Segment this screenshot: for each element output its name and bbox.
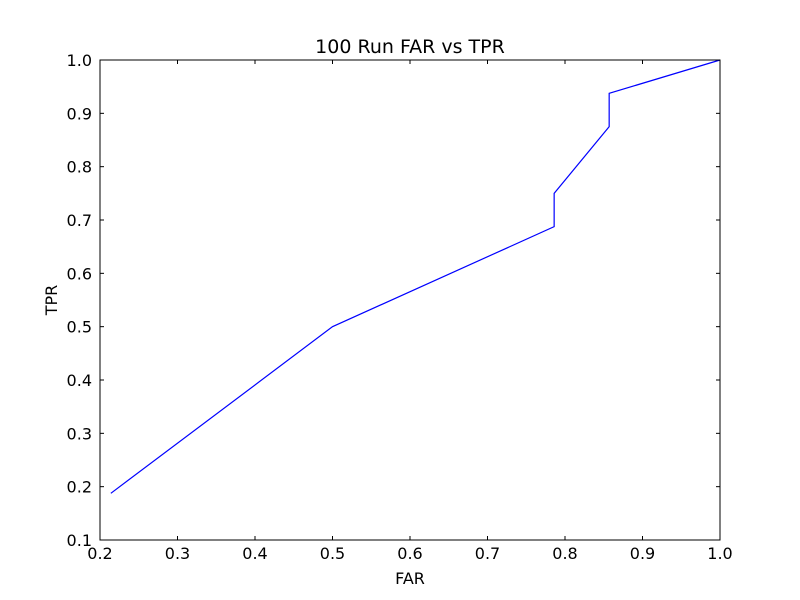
x-tick-label: 0.3 bbox=[165, 544, 190, 563]
y-tick-label: 1.0 bbox=[67, 51, 92, 70]
x-tick-label: 0.9 bbox=[630, 544, 655, 563]
plot-area bbox=[110, 59, 721, 494]
x-tick-label: 0.8 bbox=[552, 544, 577, 563]
y-tick-label: 0.4 bbox=[67, 371, 92, 390]
plot-frame bbox=[99, 59, 721, 541]
y-tick-label: 0.1 bbox=[67, 531, 92, 550]
x-tick-label: 1.0 bbox=[707, 544, 732, 563]
y-axis: 0.1 0.2 0.3 0.4 0.5 0.6 0.7 0.8 0.9 1.0 bbox=[67, 51, 720, 550]
x-tick-label: 0.5 bbox=[320, 544, 345, 563]
y-tick-label: 0.2 bbox=[67, 478, 92, 497]
x-tick-label: 0.2 bbox=[87, 544, 112, 563]
y-tick-label: 0.8 bbox=[67, 158, 92, 177]
x-axis: 0.2 0.3 0.4 0.5 0.6 0.7 0.8 0.9 1.0 bbox=[87, 60, 733, 563]
x-tick-label: 0.4 bbox=[242, 544, 267, 563]
y-tick-label: 0.5 bbox=[67, 318, 92, 337]
x-tick-label: 0.6 bbox=[397, 544, 422, 563]
y-axis-title: TPR bbox=[42, 285, 61, 317]
series-line bbox=[110, 59, 721, 494]
y-tick-label: 0.7 bbox=[67, 211, 92, 230]
x-axis-title: FAR bbox=[395, 569, 425, 588]
x-tick-label: 0.7 bbox=[475, 544, 500, 563]
y-tick-label: 0.9 bbox=[67, 104, 92, 123]
y-tick-label: 0.6 bbox=[67, 264, 92, 283]
y-tick-label: 0.3 bbox=[67, 424, 92, 443]
chart-title: 100 Run FAR vs TPR bbox=[315, 36, 505, 58]
